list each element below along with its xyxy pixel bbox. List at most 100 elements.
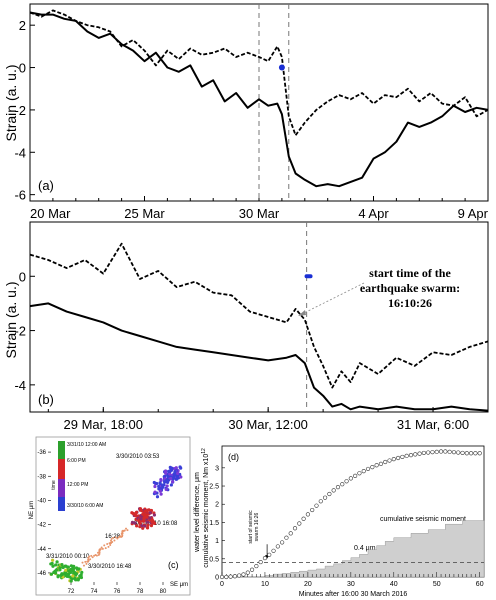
panel-c-xtick-label: 76 [114, 589, 121, 595]
panel-d-point [408, 452, 414, 458]
panel-b-xtick-label: 31 Mar, 6:00 [397, 417, 469, 432]
panel-a-xtick-label: 9 Apr [458, 206, 489, 221]
swarm-annotation-line-1: start time of the [369, 266, 451, 280]
colorbar-blue [58, 497, 65, 511]
swarm-annotation-arrow [299, 282, 365, 316]
panel-d-point [477, 451, 482, 456]
panel-c-ytick-label: -36 [37, 450, 46, 456]
panel-c-point-blue [159, 492, 163, 496]
panel-d-point [473, 451, 478, 456]
panel-c-point-trail [111, 540, 114, 543]
panel-d-point [340, 482, 345, 487]
colorbar-label-4: 3/30/10 6:00 AM [67, 503, 103, 509]
panel-d-point [275, 544, 280, 549]
panel-d-point [241, 572, 246, 577]
panel-a-xtick-label: 4 Apr [358, 206, 389, 221]
panel-d-point [365, 466, 371, 472]
panel-c-point-blue [169, 476, 173, 481]
panel-d-point [430, 450, 435, 455]
colorbar-red [58, 459, 65, 479]
panel-c-point-blue [164, 469, 168, 473]
panel-d-point [374, 463, 379, 468]
panel-b-series-solid [29, 302, 489, 412]
annotation-1648: 3/30/2010 16:48 [88, 564, 132, 570]
panel-c-point-trail [116, 537, 119, 540]
panel-d-ytick-label: 0 [215, 575, 219, 582]
panel-c-point-blue [179, 475, 183, 479]
panel-c-point-red [134, 513, 138, 517]
panel-c-point-blue [170, 466, 174, 471]
panel-c-point-blue [179, 466, 183, 470]
panel-c-point-red [147, 508, 151, 512]
panel-c-point-red [146, 520, 150, 524]
panel-d-point [469, 451, 474, 456]
panel-b: Strain (a. u.) (b) 0 -2 -4 29 Mar, 18:00 30 … [3, 221, 489, 432]
swarm-label-1: start of seismic [248, 510, 254, 544]
panel-c-point-green [64, 568, 68, 572]
panel-d-ylabel-2-base: cumulative seismic moment, Nm x10 [203, 454, 210, 568]
panel-c-point-trail [107, 545, 110, 548]
panel-c-point-blue [168, 472, 172, 476]
panel-d-point [391, 457, 396, 462]
panel-c-point-blue [175, 477, 179, 481]
panel-c-point-blue [174, 466, 178, 470]
panel-d-point [383, 459, 388, 465]
panel-d-point [443, 449, 448, 454]
panel-c-point-green [49, 572, 54, 576]
panel-d-ylabel-1: water level difference, μm [194, 472, 201, 553]
panel-c-point-blue [153, 484, 157, 489]
panel-a-ylabel: Strain (a. u.) [3, 64, 19, 141]
panel-d-point [357, 471, 362, 476]
panel-c-point-trail [104, 547, 107, 550]
panel-c-point-trail [84, 560, 87, 563]
panel-c-point-green [79, 573, 83, 577]
panel-d-point [224, 574, 229, 580]
panel-c-point-blue [169, 483, 173, 487]
panel-c-point-blue [165, 484, 169, 488]
panel-c-point-red [142, 519, 146, 523]
panel-b-xtick-label: 29 Mar, 18:00 [64, 417, 144, 432]
panel-d-ytick-label: 0.5 [209, 556, 219, 563]
panel-c-point-blue [153, 490, 157, 494]
panel-b-ytick-label: -2 [14, 324, 26, 339]
panel-c-point-blue [159, 477, 163, 482]
panel-b-frame [29, 221, 489, 413]
panel-d-point [318, 499, 323, 504]
panel-c-point-green [69, 579, 73, 583]
panel-d-xtick-label: 50 [433, 581, 441, 588]
panel-c: NE μm SE μm (c) 3/31/10 12:00 AM 6:00 PM… [29, 436, 191, 596]
panel-d-point [395, 455, 401, 461]
panel-c-ytick-label: -40 [37, 498, 46, 504]
panel-c-point-red [141, 526, 145, 530]
panel-c-point-trail [88, 555, 91, 558]
panel-d-point [438, 449, 444, 454]
panel-a: Strain (a. u.) (a) 2 0 -2 -4 -6 20 Mar 25 Mar 3… [3, 3, 489, 221]
panel-c-point-green [79, 575, 84, 580]
panel-c-point-trail [101, 547, 104, 550]
panel-a-series-dashed [29, 9, 489, 137]
panel-c-point-green [53, 571, 58, 575]
panel-c-point-blue [176, 471, 180, 475]
panel-c-point-red [143, 509, 147, 513]
panel-c-ytick-label: -46 [37, 571, 46, 577]
panel-c-frame [35, 436, 191, 596]
panel-d-point [348, 476, 353, 481]
panel-c-point-red [150, 518, 154, 522]
panel-d-point [413, 452, 418, 457]
panel-c-point-green [56, 574, 60, 578]
panel-a-ytick-label: 0 [19, 61, 26, 76]
panel-c-point-trail [106, 542, 109, 545]
panel-c-point-trail [121, 532, 124, 535]
panel-c-point-green [60, 563, 64, 567]
panel-d-point [327, 491, 332, 497]
panel-d-point [322, 495, 328, 500]
panel-d-point [284, 535, 289, 540]
annotation-0353: 3/30/2010 03:53 [116, 454, 160, 460]
panel-c-point-green [66, 565, 70, 569]
panel-c-point-blue [166, 474, 170, 479]
panel-d-point [464, 451, 469, 456]
panel-d-point [331, 488, 336, 493]
panel-c-point-trail [91, 556, 94, 559]
panel-c-point-blue [164, 487, 168, 492]
